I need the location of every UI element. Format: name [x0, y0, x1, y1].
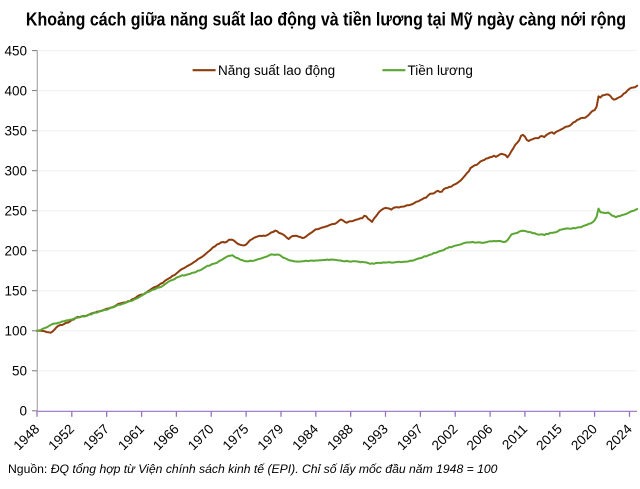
svg-text:Tiền lương: Tiền lương — [408, 63, 473, 78]
svg-text:50: 50 — [12, 364, 27, 379]
svg-text:300: 300 — [4, 164, 27, 179]
svg-text:400: 400 — [4, 83, 27, 98]
svg-text:350: 350 — [4, 124, 27, 139]
svg-text:Nguồn: ĐQ tổng hợp từ Viện chí: Nguồn: ĐQ tổng hợp từ Viện chính sách ki… — [8, 462, 498, 476]
svg-text:0: 0 — [19, 404, 27, 419]
svg-text:Khoảng cách giữa năng suất lao: Khoảng cách giữa năng suất lao động và t… — [26, 8, 626, 30]
svg-text:100: 100 — [4, 324, 27, 339]
svg-text:Năng suất lao động: Năng suất lao động — [218, 63, 335, 78]
svg-text:150: 150 — [4, 284, 27, 299]
svg-text:450: 450 — [4, 43, 27, 58]
svg-text:200: 200 — [4, 244, 27, 259]
svg-text:250: 250 — [4, 204, 27, 219]
